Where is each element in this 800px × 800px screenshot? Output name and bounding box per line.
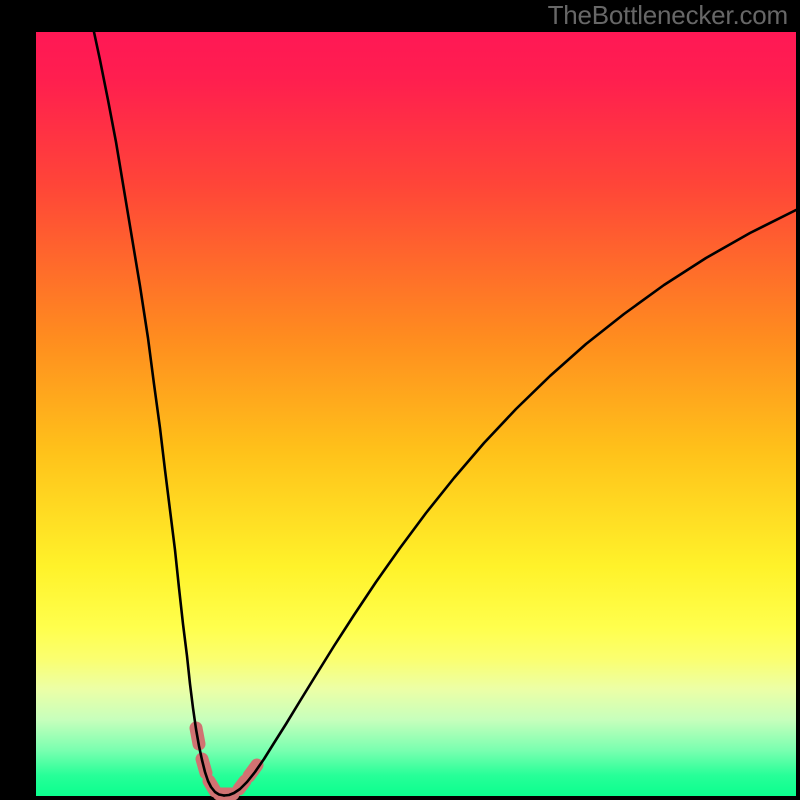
plot-area	[36, 32, 796, 796]
bottleneck-curve	[36, 32, 796, 796]
curve-left-branch	[94, 32, 224, 796]
marker-group	[196, 728, 257, 794]
watermark-text: TheBottlenecker.com	[548, 0, 788, 31]
curve-right-branch	[224, 210, 796, 796]
